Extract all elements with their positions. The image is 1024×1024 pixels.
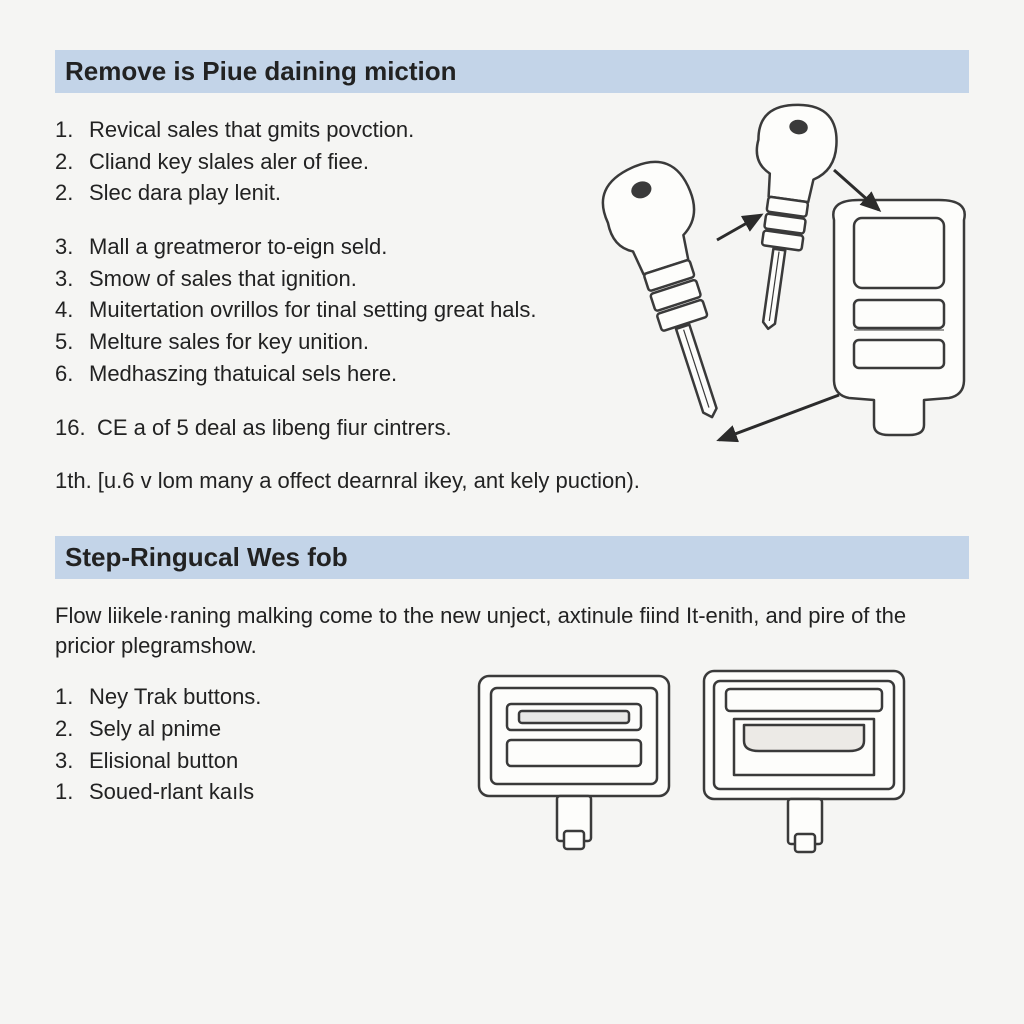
fob-diagram xyxy=(469,666,919,876)
list-item: 3.Elisional button xyxy=(55,746,455,776)
list-item: 6.Medhaszing thatuical sels here. xyxy=(55,359,575,389)
section-2-intro: Flow liikele·raning malking come to the … xyxy=(55,601,969,660)
key-diagram xyxy=(539,110,979,510)
list-item: 2.Slec dara play lenit. xyxy=(55,178,575,208)
key-fob-icon xyxy=(833,200,964,435)
list-item: 16. CE a of 5 deal as libeng fiur cintre… xyxy=(55,413,575,443)
key-2-icon xyxy=(732,99,842,334)
section-1-list: 1.Revical sales that gmits povction. 2.C… xyxy=(55,115,575,442)
list-item: 1.Ney Trak buttons. xyxy=(55,682,455,712)
list-item: 2.Sely al pnime xyxy=(55,714,455,744)
list-item: 1.Revical sales that gmits povction. xyxy=(55,115,575,145)
section-2-header: Step-Ringucal Wes fob xyxy=(55,536,969,579)
list-item: 3.Smow of sales that ignition. xyxy=(55,264,575,294)
fob-front-icon xyxy=(479,676,669,849)
section-1-header: Remove is Piue daining miction xyxy=(55,50,969,93)
fob-back-icon xyxy=(704,671,904,852)
list-item: 3.Mall a greatmeror to-eign seld. xyxy=(55,232,575,262)
list-item: 2.Cliand key slales aler of fiee. xyxy=(55,147,575,177)
key-1-icon xyxy=(593,152,758,429)
list-item: 5.Melture sales for key unition. xyxy=(55,327,575,357)
section-2-list: 1.Ney Trak buttons. 2.Sely al pnime 3.El… xyxy=(55,682,455,807)
list-item: 1.Soued-rlant kaıls xyxy=(55,777,455,807)
list-item: 4.Muitertation ovrillos for tinal settin… xyxy=(55,295,575,325)
section-step: Step-Ringucal Wes fob Flow liikele·ranin… xyxy=(55,536,969,807)
section-remove: Remove is Piue daining miction 1.Revical… xyxy=(55,50,969,496)
